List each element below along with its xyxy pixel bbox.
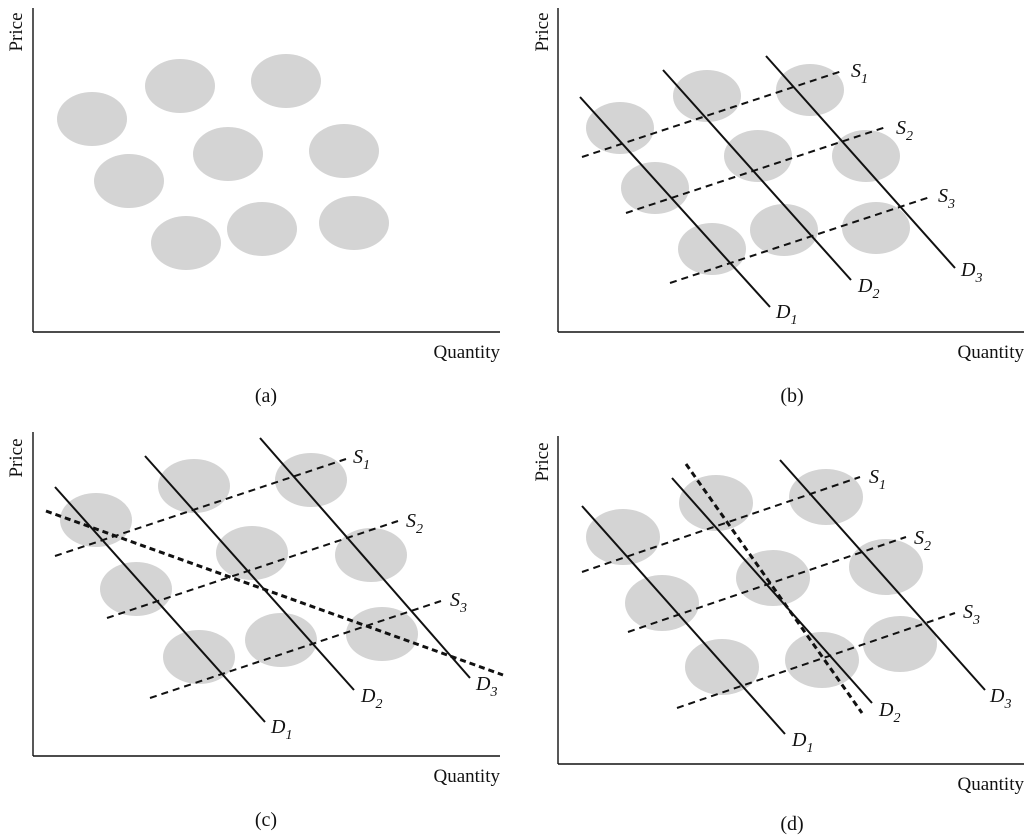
observation bbox=[678, 223, 746, 275]
observation bbox=[736, 550, 810, 606]
panel-c-caption: (c) bbox=[255, 809, 277, 831]
observation bbox=[679, 475, 753, 531]
observation bbox=[94, 154, 164, 208]
supply-curve-s3 bbox=[669, 196, 931, 284]
supply-curve-s2 bbox=[106, 520, 399, 619]
label-d3: D3 bbox=[960, 259, 982, 286]
demand-curve-d3 bbox=[765, 55, 956, 269]
panel-d: Price Quantity S1 S2 S3 D1 D2 D3 (d) bbox=[532, 436, 1024, 835]
observation bbox=[785, 632, 859, 688]
supply-curve-s1 bbox=[581, 70, 843, 158]
label-d1: D1 bbox=[791, 729, 813, 756]
panel-b-y-axis-label: Price bbox=[532, 12, 553, 51]
demand-curve-d3 bbox=[259, 437, 471, 679]
observation bbox=[625, 575, 699, 631]
panel-d-x-axis-label: Quantity bbox=[958, 774, 1025, 795]
panel-a-caption: (a) bbox=[255, 385, 277, 407]
demand-curve-d2 bbox=[144, 455, 355, 691]
supply-curve-s1 bbox=[581, 476, 861, 573]
observation bbox=[621, 162, 689, 214]
panel-b: Price Quantity S1 S2 S3 D1 D2 D3 (b) bbox=[532, 8, 1024, 407]
label-s2: S2 bbox=[896, 117, 913, 144]
label-s1: S1 bbox=[851, 60, 868, 87]
observation bbox=[586, 509, 660, 565]
observation bbox=[227, 202, 297, 256]
observation bbox=[145, 59, 215, 113]
observation bbox=[275, 453, 347, 507]
observation bbox=[832, 130, 900, 182]
observation bbox=[849, 539, 923, 595]
label-s1: S1 bbox=[869, 466, 886, 493]
panel-c-y-axis-label: Price bbox=[6, 438, 27, 477]
panel-a-x-axis-label: Quantity bbox=[434, 342, 501, 363]
observation bbox=[245, 613, 317, 667]
fitted-line bbox=[45, 509, 504, 677]
fitted-line bbox=[684, 463, 864, 714]
demand-curve-d2 bbox=[671, 477, 873, 704]
label-s3: S3 bbox=[963, 601, 980, 628]
label-d1: D1 bbox=[270, 716, 292, 743]
observation bbox=[151, 216, 221, 270]
observation bbox=[251, 54, 321, 108]
demand-curve-d1 bbox=[54, 486, 266, 723]
observation bbox=[216, 526, 288, 580]
label-s3: S3 bbox=[938, 185, 955, 212]
observation bbox=[685, 639, 759, 695]
panel-b-x-axis-label: Quantity bbox=[958, 342, 1025, 363]
demand-curve-d1 bbox=[581, 505, 786, 735]
observation bbox=[57, 92, 127, 146]
demand-curve-d2 bbox=[662, 69, 852, 281]
panel-c-x-axis-label: Quantity bbox=[434, 766, 501, 787]
observation bbox=[335, 528, 407, 582]
observation bbox=[724, 130, 792, 182]
observation bbox=[673, 70, 741, 122]
label-d2: D2 bbox=[878, 699, 900, 726]
demand-curve-d3 bbox=[779, 459, 986, 691]
panel-d-y-axis-label: Price bbox=[532, 442, 553, 481]
label-d3: D3 bbox=[475, 673, 497, 700]
observation bbox=[750, 204, 818, 256]
label-s1: S1 bbox=[353, 446, 370, 473]
observation bbox=[309, 124, 379, 178]
observation bbox=[158, 459, 230, 513]
supply-curve-s3 bbox=[676, 612, 956, 709]
observation bbox=[863, 616, 937, 672]
demand-curve-d1 bbox=[579, 96, 771, 308]
label-d3: D3 bbox=[989, 685, 1011, 712]
observation bbox=[842, 202, 910, 254]
observation bbox=[346, 607, 418, 661]
label-d1: D1 bbox=[775, 301, 797, 328]
label-s3: S3 bbox=[450, 589, 467, 616]
panel-d-caption: (d) bbox=[780, 813, 803, 835]
observation bbox=[586, 102, 654, 154]
label-s2: S2 bbox=[406, 510, 423, 537]
panel-b-caption: (b) bbox=[780, 385, 803, 407]
panel-a-y-axis-label: Price bbox=[6, 12, 27, 51]
observation bbox=[60, 493, 132, 547]
panel-a: Price Quantity (a) bbox=[6, 8, 500, 407]
label-d2: D2 bbox=[360, 685, 382, 712]
supply-curve-s3 bbox=[149, 600, 442, 699]
observation bbox=[319, 196, 389, 250]
panel-c: Price Quantity S1 S2 S3 D1 D2 D3 (c) bbox=[6, 432, 504, 831]
observation bbox=[163, 630, 235, 684]
observation bbox=[193, 127, 263, 181]
observation bbox=[776, 64, 844, 116]
label-d2: D2 bbox=[857, 275, 879, 302]
label-s2: S2 bbox=[914, 527, 931, 554]
